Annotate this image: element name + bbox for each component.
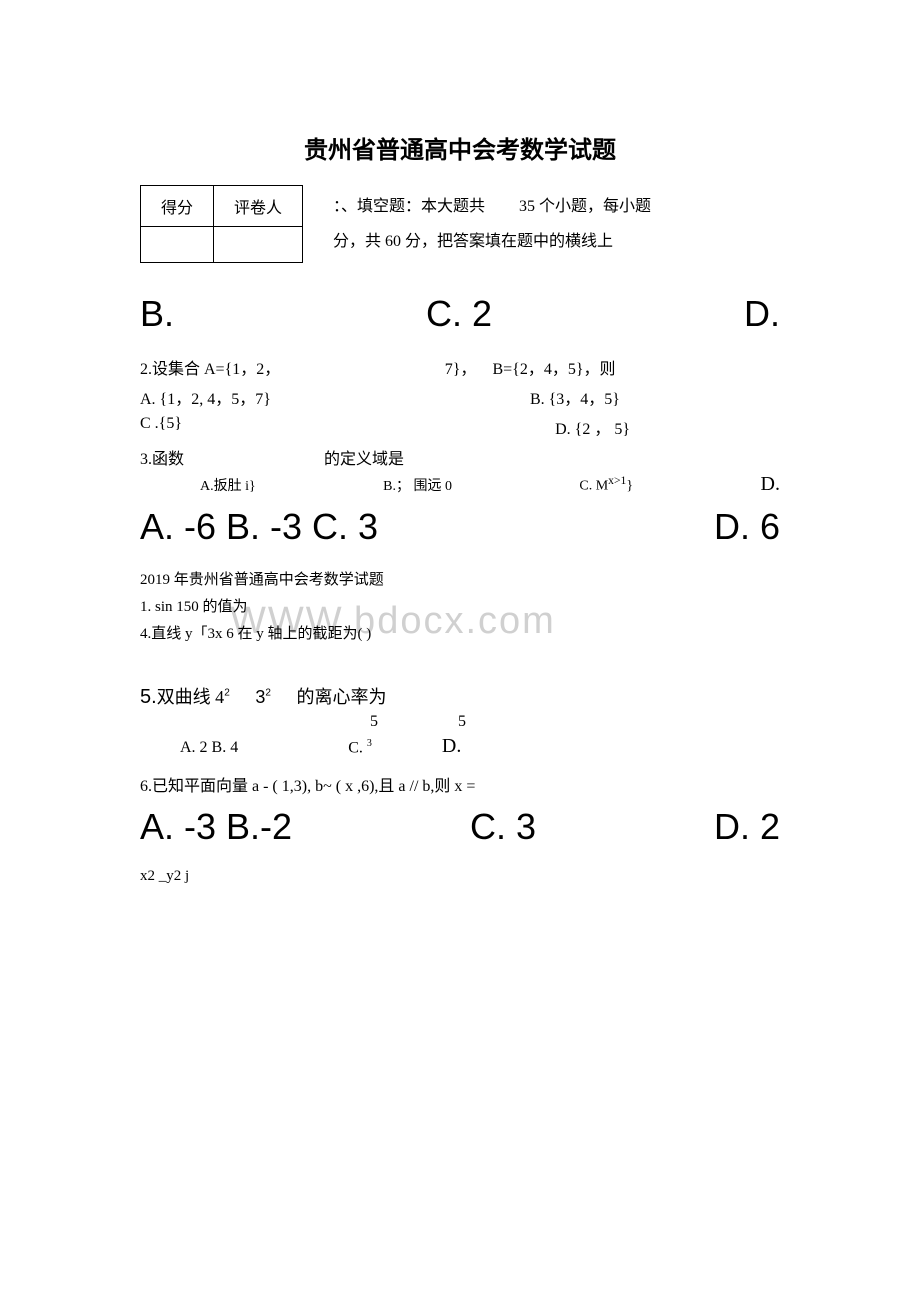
options-row-4: A. -6 B. -3 C. 3 D. 6 (140, 506, 780, 548)
empty-cell (141, 227, 214, 263)
meta-line-2: 1. sin 150 的值为 (140, 595, 780, 616)
grader-cell: 评卷人 (214, 186, 303, 227)
option-c: C. Mx>1} (579, 474, 633, 495)
option-a: A. {1，2, 4，5，7} (140, 385, 271, 409)
q5-text: 3 (255, 687, 265, 707)
q5-num: 5. (140, 686, 157, 708)
opt-c-pre: C. M (579, 479, 608, 494)
meta-line-1: 2019 年贵州省普通高中会考数学试题 (140, 568, 780, 589)
options-left: A. -6 B. -3 C. 3 (140, 506, 378, 548)
options-row-6: A. -3 B.-2 C. 3 D. 2 (140, 806, 780, 848)
option-b: B. (140, 293, 174, 335)
header-row: 得分 评卷人 ：、填空题：本大题共 35 个小题，每小题 分，共 60 分，把答… (140, 185, 780, 263)
question-5-fractions: 5 5 (140, 713, 780, 731)
instruction-text: 35 个小题，每小题 (519, 198, 651, 215)
option-d: D. {2 ， 5} (555, 415, 630, 439)
opt-c-sup: x>1 (608, 474, 626, 487)
option-d: D. 2 (714, 806, 780, 848)
q2-text: 7}， B={2，4，5}，则 (445, 355, 616, 379)
option-d: D. (442, 735, 461, 758)
document-title: 贵州省普通高中会考数学试题 (140, 130, 780, 165)
option-d: D. 6 (714, 506, 780, 548)
q5-sup: 2 (265, 687, 271, 698)
question-3-stem: 3.函数 的定义域是 (140, 445, 780, 469)
opt-c-suf: } (626, 479, 633, 494)
instruction-text: 分，共 60 分，把答案填在题中的横线上 (333, 224, 780, 259)
question-5-stem: 5.双曲线 42 32 的离心率为 (140, 683, 780, 709)
option-c: C. 3 (348, 738, 372, 757)
option-a: A.扳肚 i} (200, 475, 256, 495)
option-c: C. 2 (426, 293, 492, 335)
option-ab: A. 2 B. 4 (180, 739, 238, 757)
q2-part: B={2，4，5}，则 (492, 361, 615, 378)
q3-text: 3.函数 (140, 445, 184, 469)
q3-text: 的定义域是 (324, 445, 404, 469)
option-d: D. (744, 293, 780, 335)
opt-c-pre: C. (348, 739, 367, 756)
frac-2: 5 (458, 713, 466, 731)
score-cell: 得分 (141, 186, 214, 227)
question-6-stem: 6.已知平面向量 a - ( 1,3), b~ ( x ,6),且 a // b… (140, 772, 780, 796)
question-2-stem: 2.设集合 A={1，2， 7}， B={2，4，5}，则 (140, 355, 780, 379)
q5-text: 的离心率为 (296, 687, 386, 707)
option-d: D. (761, 473, 780, 496)
footer-text: x2 _y2 j (140, 868, 780, 885)
instructions: ：、填空题：本大题共 35 个小题，每小题 分，共 60 分，把答案填在题中的横… (333, 185, 780, 259)
option-b: B.； 围远 0 (383, 475, 452, 495)
question-2-options-cd: C .{5} D. {2 ， 5} (140, 415, 780, 439)
option-b: B. {3，4，5} (530, 385, 620, 409)
frac-1: 5 (370, 713, 378, 731)
options-ab: A. -3 B.-2 (140, 806, 292, 848)
meta-line-3: 4.直线 y「3x 6 在 y 轴上的截距为( ) (140, 622, 780, 643)
score-table: 得分 评卷人 (140, 185, 303, 263)
q5-sup: 2 (224, 687, 230, 698)
option-c: C .{5} (140, 415, 182, 439)
question-3-options: A.扳肚 i} B.； 围远 0 C. Mx>1} D. (140, 473, 780, 496)
instruction-text: ：、填空题：本大题共 (333, 198, 485, 215)
empty-cell (214, 227, 303, 263)
opt-c-sup: 3 (367, 738, 372, 749)
question-5-options: A. 2 B. 4 C. 3 D. (140, 735, 780, 758)
question-2-options-ab: A. {1，2, 4，5，7} B. {3，4，5} (140, 385, 780, 409)
options-row-1: B. C. 2 D. (140, 293, 780, 335)
option-c: C. 3 (470, 806, 536, 848)
q2-part: 7}， (445, 361, 477, 378)
q2-text: 2.设集合 A={1，2， (140, 355, 280, 379)
q5-text: 双曲线 4 (157, 687, 225, 707)
